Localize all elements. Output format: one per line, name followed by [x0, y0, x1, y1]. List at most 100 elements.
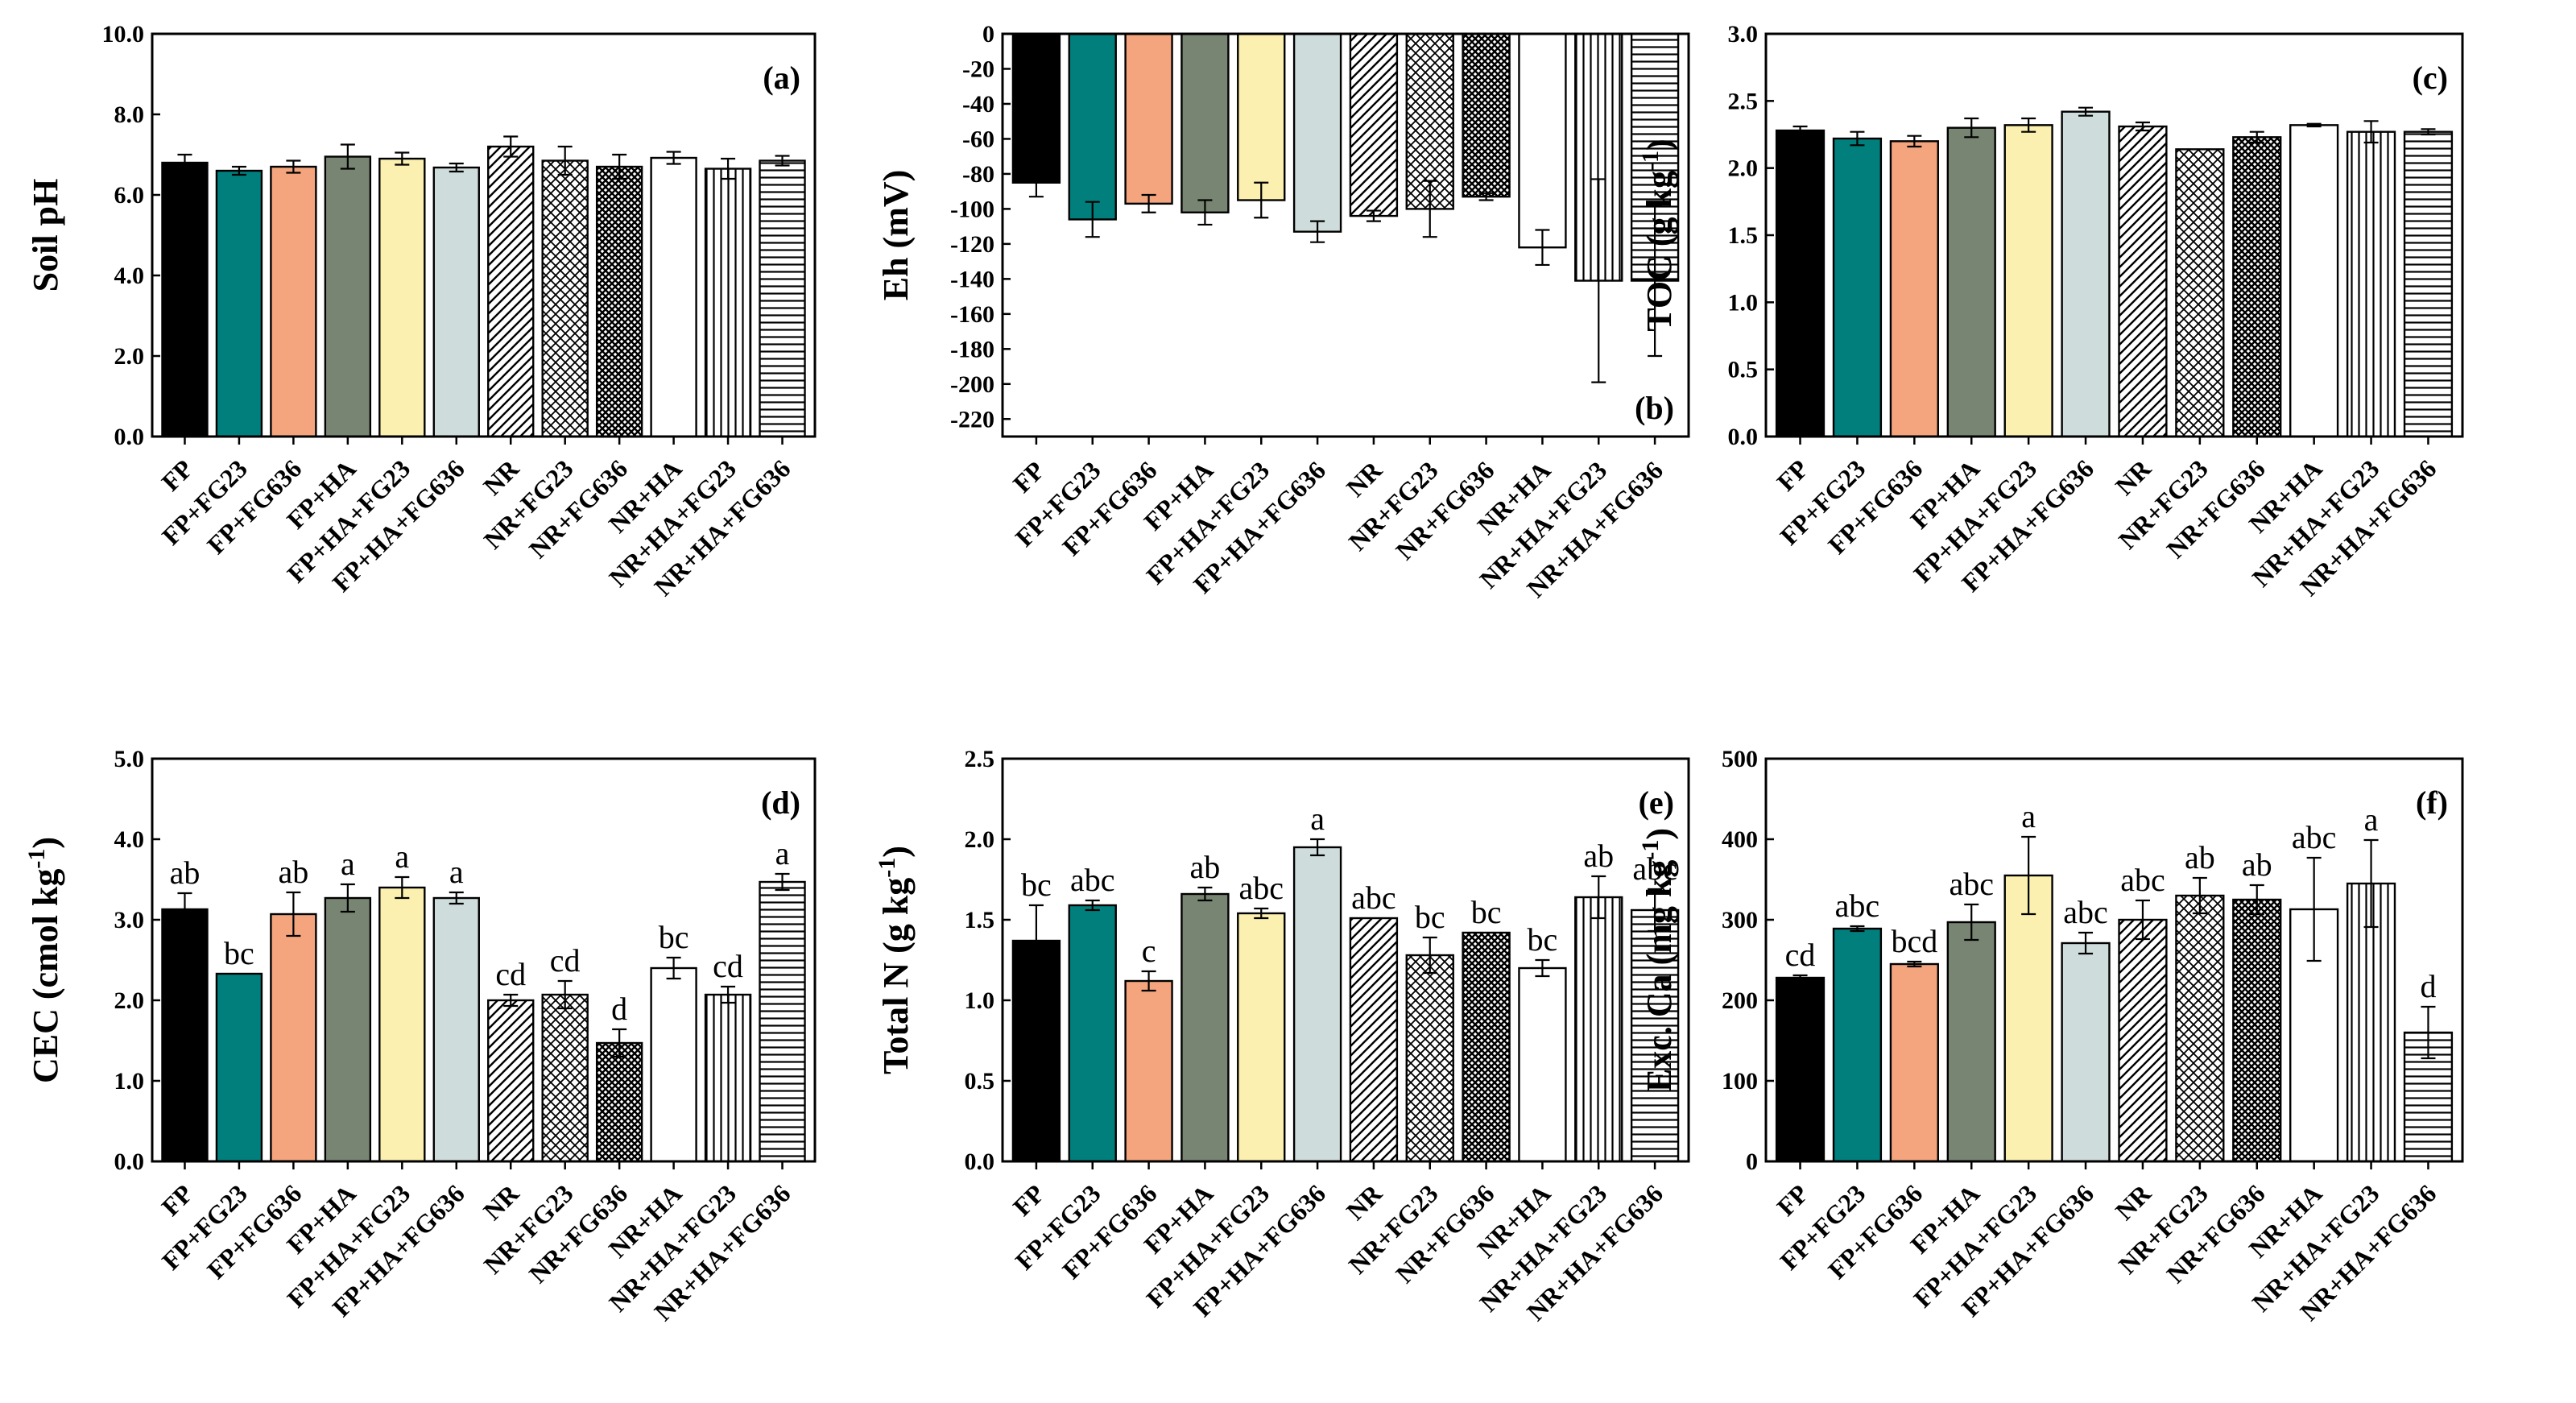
- bar-fp-ha: [1946, 921, 1996, 1163]
- error-bar: [557, 979, 573, 1010]
- error-bar: [2249, 130, 2264, 144]
- error-bar: [1850, 925, 1865, 933]
- bar-fp-ha-fg23: [2003, 874, 2053, 1163]
- bar-fp-ha: [1180, 892, 1230, 1163]
- bar-nr: [2118, 125, 2168, 438]
- bar-fp-fg636: [1124, 32, 1173, 205]
- bar-fp-ha-fg636: [2061, 110, 2111, 438]
- y-tick-label: -140: [950, 266, 994, 292]
- y-tick-label: -60: [962, 126, 994, 152]
- bar-fp: [1775, 976, 1826, 1163]
- error-bar: [1964, 903, 1979, 942]
- error-bar: [1028, 168, 1044, 198]
- bar-nr-ha-fg636: [759, 159, 806, 438]
- significance-letter: ab: [279, 854, 309, 890]
- y-tick-label: 500: [1722, 746, 1758, 772]
- significance-letter: a: [395, 838, 409, 875]
- bar-fp-ha-fg23: [378, 157, 426, 438]
- significance-letter: ab: [2242, 846, 2272, 883]
- bar-nr-ha: [650, 966, 697, 1163]
- significance-letter: abc: [1351, 879, 1396, 916]
- significance-letter: c: [1142, 933, 1156, 969]
- y-tick-label: 1.0: [1728, 289, 1759, 316]
- significance-letter: bc: [224, 935, 254, 971]
- significance-letter: abc: [2063, 894, 2108, 930]
- error-bar: [721, 985, 736, 1004]
- y-tick-label: 0.5: [965, 1068, 995, 1095]
- y-tick-label: 1.5: [1728, 222, 1759, 249]
- x-category-label: FP: [155, 453, 198, 496]
- panel-label: (d): [761, 784, 800, 821]
- error-bar: [2021, 835, 2036, 916]
- error-bar: [1085, 201, 1100, 238]
- error-bar: [2135, 899, 2150, 941]
- significance-letter: d: [2420, 968, 2436, 1004]
- error-bar: [503, 135, 519, 158]
- bar-nr-fg636: [1462, 32, 1511, 198]
- y-tick-label: 2.0: [114, 987, 145, 1014]
- error-bar: [1254, 181, 1269, 219]
- error-bar: [1085, 899, 1100, 912]
- bar-nr-ha-fg23: [1574, 896, 1623, 1163]
- error-bar: [2306, 122, 2322, 128]
- significance-letter: a: [775, 835, 790, 871]
- significance-letter: a: [449, 854, 464, 890]
- bar-fp: [161, 161, 209, 438]
- bar-fp: [1011, 32, 1061, 184]
- error-bar: [340, 143, 355, 170]
- bar-nr-fg636: [595, 165, 643, 438]
- plot-frame: [1001, 32, 1690, 438]
- error-bar: [1310, 838, 1325, 857]
- error-bar: [1366, 209, 1381, 222]
- bar-nr-fg23: [2175, 894, 2225, 1163]
- error-bar: [1648, 888, 1663, 933]
- y-tick-label: 2.5: [1728, 88, 1759, 114]
- y-tick-label: 400: [1722, 826, 1758, 853]
- bar-fp-ha-fg636: [2061, 942, 2111, 1163]
- bar-fp-fg636: [1124, 979, 1173, 1163]
- error-bar: [2192, 876, 2207, 915]
- bar-nr-ha-fg23: [2346, 130, 2396, 438]
- significance-letter: abc: [1238, 870, 1284, 906]
- error-bar: [1422, 180, 1437, 238]
- panel-label: (e): [1639, 784, 1674, 821]
- error-bar: [666, 956, 681, 980]
- error-bar: [2363, 838, 2379, 929]
- significance-letter: d: [611, 991, 627, 1027]
- y-axis-title: Exc. Ca (mg kg-1): [1637, 828, 1679, 1092]
- bar-fp-fg636: [270, 913, 317, 1163]
- error-bar: [1648, 204, 1663, 358]
- bar-nr-fg23: [541, 159, 589, 438]
- y-tick-label: 0.0: [114, 424, 145, 450]
- x-category-label: NR: [1341, 1178, 1388, 1226]
- y-tick-label: 1.0: [965, 987, 995, 1014]
- x-category-label: NR: [1341, 455, 1388, 503]
- y-axis-title: Soil pH: [26, 179, 65, 292]
- bar-fp-ha: [324, 155, 372, 438]
- bar-nr-fg636: [595, 1041, 643, 1163]
- bar-fp-ha-fg23: [1237, 32, 1286, 201]
- error-bar: [503, 993, 519, 1008]
- y-axis-title: CEC (cmol kg-1): [23, 837, 65, 1083]
- bar-fp-ha-fg636: [432, 166, 480, 438]
- error-bar: [2135, 121, 2150, 132]
- y-tick-label: 2.0: [965, 826, 995, 853]
- error-bar: [2363, 120, 2379, 144]
- x-category-label: FP: [1007, 455, 1050, 498]
- error-bar: [2421, 128, 2436, 136]
- panel-label: (b): [1635, 390, 1674, 426]
- y-tick-label: 0.0: [114, 1148, 145, 1175]
- y-tick-label: 5.0: [114, 746, 145, 772]
- y-tick-label: -220: [950, 406, 994, 432]
- y-tick-label: 1.5: [965, 907, 995, 933]
- significance-letter: ab: [1190, 849, 1221, 885]
- significance-letter: a: [2021, 798, 2036, 834]
- y-tick-label: -100: [950, 196, 994, 222]
- y-axis-title: TOC (g kg-1): [1637, 139, 1679, 331]
- x-category-label: FP: [1771, 453, 1813, 496]
- significance-letter: cd: [713, 948, 743, 984]
- error-bar: [1907, 135, 1922, 148]
- bar-fp-ha-fg23: [378, 886, 426, 1163]
- bar-fp-ha: [1946, 126, 1996, 438]
- y-tick-label: 2.0: [1728, 155, 1759, 182]
